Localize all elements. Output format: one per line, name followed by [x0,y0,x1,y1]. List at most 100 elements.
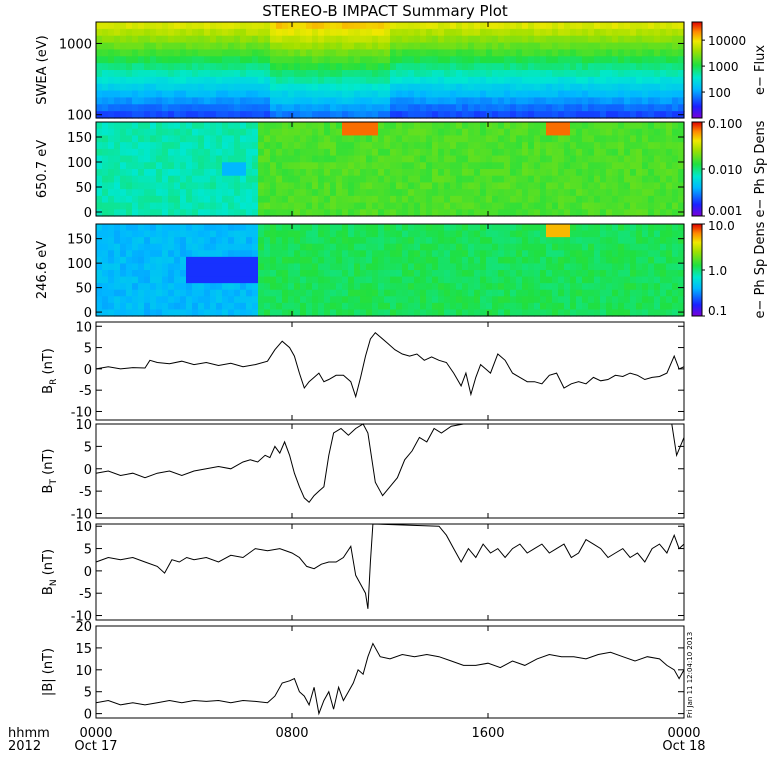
spectrogram-cell [120,224,127,232]
spectrogram-cell [222,104,229,112]
spectrogram-cell [468,122,475,130]
spectrogram-cell [444,209,451,217]
spectrogram-cell [162,182,169,190]
spectrogram-cell [570,182,577,190]
spectrogram-cell [126,263,133,271]
spectrogram-cell [672,296,679,304]
spectrogram-cell [660,182,667,190]
spectrogram-cell [582,104,589,112]
spectrogram-cell [594,97,601,105]
spectrogram-cell [324,189,331,197]
spectrogram-cell [162,296,169,304]
spectrogram-cell [462,155,469,163]
spectrogram-cell [252,243,259,251]
spectrogram-cell [486,111,493,119]
spectrogram-cell [276,256,283,265]
spectrogram-cell [594,128,601,137]
spectrogram-cell [336,230,343,238]
spectrogram-cell [156,302,163,311]
spectrogram-cell [420,202,427,210]
spectrogram-cell [600,169,607,177]
spectrogram-cell [168,169,175,177]
spectrogram-cell [666,195,673,204]
spectrogram-cell [192,202,199,210]
spectrogram-cell [168,195,175,204]
spectrogram-cell [672,175,679,184]
spectrogram-cell [288,162,295,170]
spectrogram-cell [390,42,397,51]
spectrogram-cell [630,175,637,184]
spectrogram-cell [432,35,439,44]
spectrogram-cell [498,56,505,64]
spectrogram-cell [444,296,451,304]
spectrogram-cell [534,175,541,184]
spectrogram-cell [216,230,223,238]
spectrogram-cell [204,296,211,304]
spectrogram-cell [498,155,505,163]
spectrogram-cell [210,90,217,99]
spectrogram-cell [270,309,277,317]
spectrogram-cell [126,111,133,119]
spectrogram-cell [384,42,391,51]
spectrogram-cell [144,263,151,271]
spectrogram-cell [276,263,283,271]
spectrogram-cell [132,70,139,78]
spectrogram-cell [342,22,349,30]
spectrogram-cell [234,142,241,150]
spectrogram-cell [408,97,415,105]
spectrogram-cell [210,111,217,119]
spectrogram-cell [564,270,571,278]
spectrogram-cell [450,70,457,78]
spectrogram-cell [348,230,355,238]
spectrogram-cell [426,162,433,170]
spectrogram-cell [678,22,685,30]
spectrogram-cell [360,63,367,71]
spectrogram-cell [546,243,553,251]
spectrogram-cell [276,22,283,30]
spectrogram-cell [654,111,661,119]
spectrogram-cell [594,142,601,150]
spectrogram-cell [570,237,577,245]
spectrogram-cell [516,309,523,317]
spectrogram-cell [414,22,421,30]
spectrogram-cell [642,224,649,232]
spectrogram-cell [528,276,535,284]
spectrogram-cell [678,309,685,317]
spectrogram-cell [120,256,127,265]
spectrogram-cell [414,42,421,51]
spectrogram-cell [600,202,607,210]
spectrogram-cell [456,28,463,37]
spectrogram-cell [504,56,511,64]
spectrogram-cell [438,111,445,119]
spectrogram-cell [240,35,247,44]
spectrogram-cell [582,270,589,278]
spectrogram-cell [420,230,427,238]
spectrogram-cell [234,202,241,210]
spectrogram-cell [522,289,529,297]
spectrogram-cell [576,22,583,30]
spectrogram-cell [564,135,571,143]
spectrogram-cell [258,250,265,258]
spectrogram-cell [390,162,397,170]
spectrogram-cell [678,142,685,150]
spectrogram-cell [492,182,499,190]
spectrogram-cell [288,230,295,238]
spectrogram-cell [456,289,463,297]
spectrogram-cell [270,250,277,258]
spectrogram-cell [264,28,271,37]
spectrogram-cell [516,250,523,258]
spectrogram-cell [162,49,169,57]
spectrogram-cell [648,224,655,232]
spectrogram-cell [510,111,517,119]
spectrogram-cell [456,296,463,304]
spectrogram-cell [546,283,553,291]
spectrogram-cell [450,49,457,57]
spectrogram-cell [264,302,271,311]
spectrogram-cell [240,237,247,245]
spectrogram-cell [282,162,289,170]
spectrogram-cell [156,83,163,92]
spectrogram-cell [186,195,193,204]
spectrogram-cell [204,83,211,92]
spectrogram-cell [246,250,253,258]
